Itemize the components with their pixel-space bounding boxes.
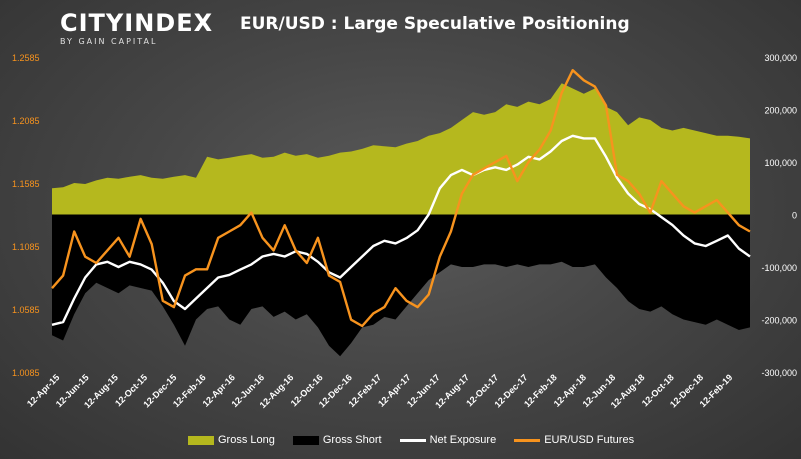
- logo-tagline: BY GAIN CAPITAL: [60, 37, 158, 46]
- legend-item-gross-long: Gross Long: [188, 434, 275, 446]
- right-axis-tick-label: 0: [792, 211, 797, 221]
- left-axis-tick-label: 1.0085: [12, 368, 40, 378]
- right-axis-tick-label: -200,000: [761, 316, 797, 326]
- chart-title: EUR/USD : Large Speculative Positioning: [240, 14, 630, 34]
- legend-label-eurusd-futures: EUR/USD Futures: [544, 434, 635, 446]
- area-gross-short: [52, 214, 750, 357]
- right-axis-tick-label: -100,000: [761, 263, 797, 273]
- left-axis-tick-label: 1.1585: [12, 179, 40, 189]
- legend-label-gross-long: Gross Long: [218, 434, 275, 446]
- left-axis-tick-label: 1.1085: [12, 242, 40, 252]
- logo-wordmark: CITYINDEX: [60, 9, 214, 37]
- left-axis-tick-label: 1.2585: [12, 53, 40, 63]
- legend-item-net-exposure: Net Exposure: [399, 434, 497, 446]
- legend-label-net-exposure: Net Exposure: [429, 434, 497, 446]
- legend-swatch-gross-long: [188, 435, 214, 445]
- legend-label-gross-short: Gross Short: [322, 434, 382, 446]
- legend-item-eurusd-futures: EUR/USD Futures: [514, 434, 634, 446]
- legend-swatch-net-exposure: [399, 438, 426, 442]
- right-axis-tick-label: 100,000: [764, 158, 797, 168]
- left-axis-tick-label: 1.0585: [12, 305, 40, 315]
- legend-item-gross-short: Gross Short: [292, 434, 382, 446]
- city-index-logo: CITYINDEX BY GAIN CAPITAL: [60, 10, 213, 46]
- legend-swatch-eurusd-futures: [514, 438, 541, 442]
- right-axis-tick-label: 300,000: [764, 53, 797, 63]
- legend-swatch-gross-short: [292, 435, 319, 445]
- line-net-exposure: [51, 134, 751, 326]
- right-axis-tick-label: 200,000: [764, 106, 797, 116]
- area-gross-long: [52, 83, 750, 215]
- right-axis-tick-label: -300,000: [761, 368, 797, 378]
- line-eur-usd-futures: [51, 68, 751, 328]
- chart-legend: Gross Long Gross Short Net Exposure EUR/…: [188, 434, 652, 446]
- left-axis-tick-label: 1.2085: [12, 116, 40, 126]
